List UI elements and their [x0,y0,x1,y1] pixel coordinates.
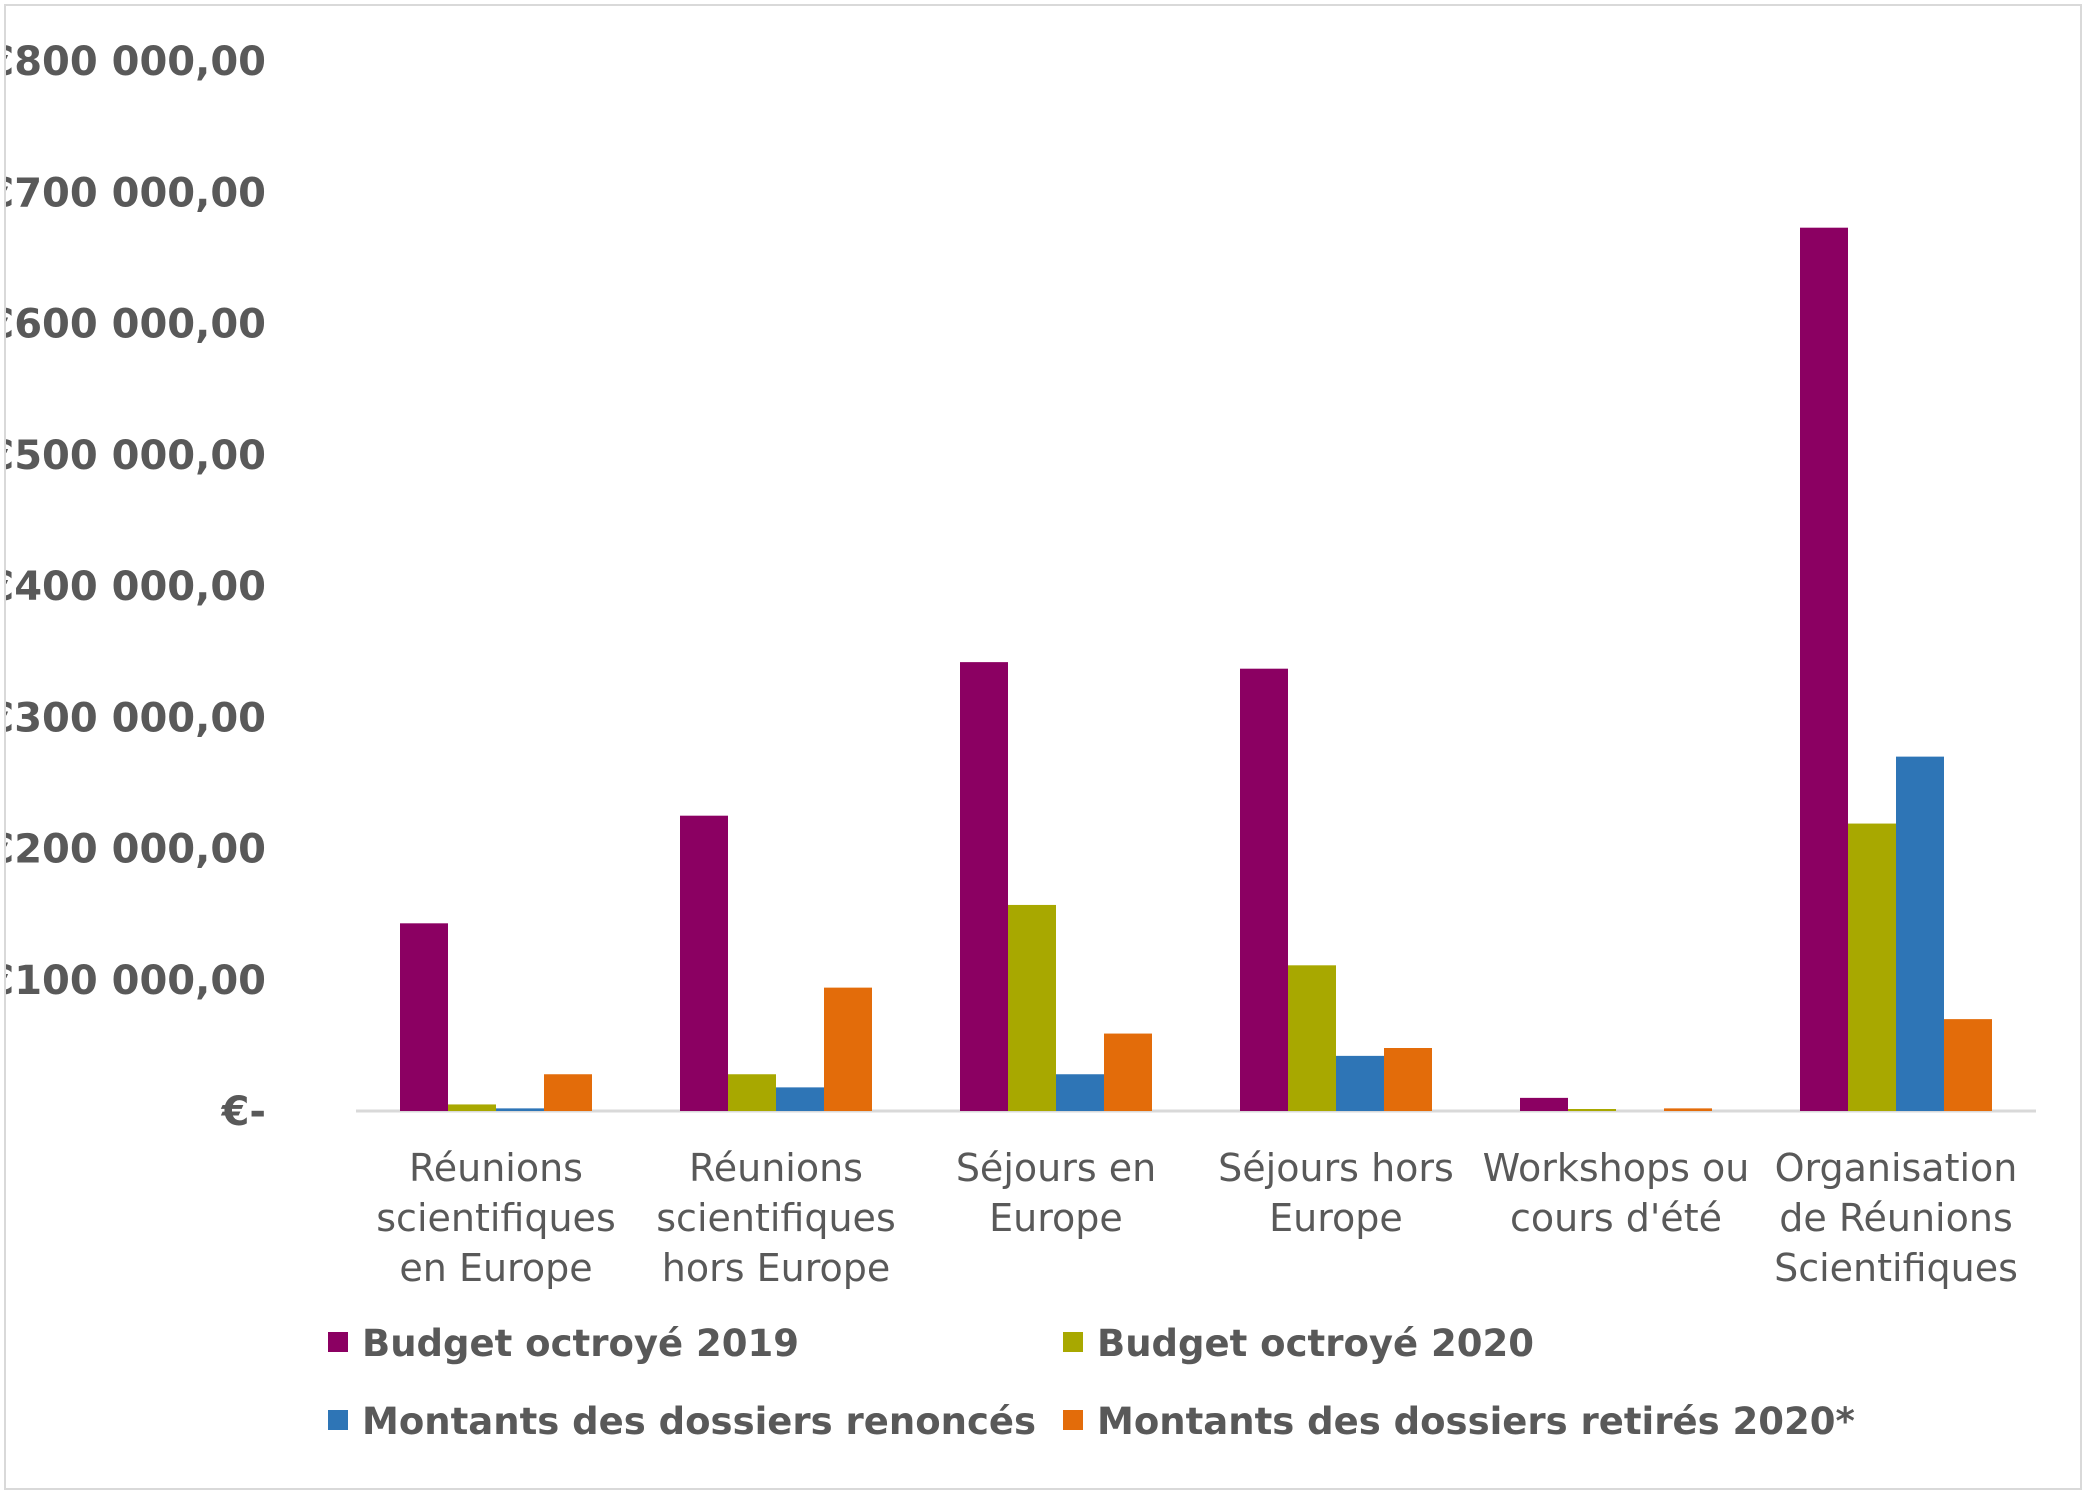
bar-1-1 [400,923,448,1111]
x-tick-label: Workshops ou cours d'été [1483,1146,1750,1240]
bar-2-5 [1568,1109,1616,1111]
x-tick-label-line: Scientifiques [1774,1246,2018,1290]
bar-3-6 [1896,756,1944,1111]
x-tick-label-line: scientifiques [656,1196,896,1240]
legend-label: Budget octroyé 2019 [362,1322,799,1365]
bar-3-4 [1336,1055,1384,1111]
x-tick-label-line: Europe [989,1196,1123,1240]
x-tick-label-line: Séjours hors [1218,1146,1454,1190]
x-tick-label: Séjours hors Europe [1218,1146,1454,1240]
y-tick-label: €200 000,00 [6,827,266,873]
legend-item: Budget octroyé 2019 [328,1322,799,1365]
x-axis: Réunions scientifiques en Europe Réunions sc… [356,1109,2036,1290]
bar-2-3 [1008,904,1056,1111]
legend-item: Budget octroyé 2020 [1063,1322,1534,1365]
bar-4-4 [1384,1048,1432,1111]
bar-4-5 [1664,1108,1712,1111]
legend-label: Budget octroyé 2020 [1097,1322,1534,1365]
bar-1-3 [960,662,1008,1111]
y-tick-label: €800 000,00 [6,39,266,85]
x-tick-label-line: Europe [1269,1196,1403,1240]
bar-1-6 [1800,227,1848,1111]
legend-item: Montants des dossiers retirés 2020* [1063,1400,1855,1443]
bar-1-2 [680,815,728,1111]
chart-frame: €- €100 000,00 €200 000,00 €300 000,00 €400 … [4,4,2082,1490]
y-tick-label: €300 000,00 [6,695,266,741]
legend-swatch [1063,1332,1083,1352]
legend: Budget octroyé 2019 Budget octroyé 2020 Mo… [328,1322,1855,1443]
legend-swatch [328,1410,348,1430]
bar-4-2 [824,987,872,1111]
legend-swatch [1063,1410,1083,1430]
y-tick-label: €500 000,00 [6,433,266,479]
x-tick-label-line: en Europe [399,1246,592,1290]
x-tick-label-line: Workshops ou [1483,1146,1750,1190]
bar-2-1 [448,1104,496,1111]
bar-chart: €- €100 000,00 €200 000,00 €300 000,00 €400 … [6,39,2036,1443]
x-tick-label-line: Réunions [689,1146,863,1190]
y-tick-label: €700 000,00 [6,170,266,216]
y-tick-label: €600 000,00 [6,302,266,348]
y-axis: €- €100 000,00 €200 000,00 €300 000,00 €400 … [6,39,266,1135]
x-tick-label-line: de Réunions [1779,1196,2013,1240]
bar-1-5 [1520,1097,1568,1111]
bar-2-6 [1848,823,1896,1111]
y-tick-label: €100 000,00 [6,958,266,1004]
x-tick-label: Séjours en Europe [956,1146,1156,1240]
bar-3-1 [496,1108,544,1111]
y-tick-label: €400 000,00 [6,564,266,610]
bar-2-2 [728,1074,776,1111]
x-tick-label-line: Séjours en [956,1146,1156,1190]
x-tick-label: Réunions scientifiques hors Europe [656,1146,896,1290]
legend-swatch [328,1332,348,1352]
x-tick-label-line: hors Europe [662,1246,890,1290]
bar-4-6 [1944,1019,1992,1111]
x-tick-label-line: cours d'été [1510,1196,1722,1240]
x-tick-label: Organisation de Réunions Scientifiques [1774,1146,2018,1290]
x-tick-label: Réunions scientifiques en Europe [376,1146,616,1290]
bar-3-2 [776,1087,824,1111]
legend-label: Montants des dossiers renoncés [362,1400,1036,1443]
x-tick-label-line: Organisation [1775,1146,2018,1190]
x-tick-label-line: scientifiques [376,1196,616,1240]
bars [400,227,1992,1111]
legend-item: Montants des dossiers renoncés [328,1400,1036,1443]
bar-1-4 [1240,668,1288,1111]
x-tick-label-line: Réunions [409,1146,583,1190]
bar-4-1 [544,1074,592,1111]
bar-2-4 [1288,965,1336,1111]
y-tick-label: €- [221,1089,266,1135]
legend-label: Montants des dossiers retirés 2020* [1097,1400,1855,1443]
bar-4-3 [1104,1033,1152,1111]
bar-3-3 [1056,1074,1104,1111]
